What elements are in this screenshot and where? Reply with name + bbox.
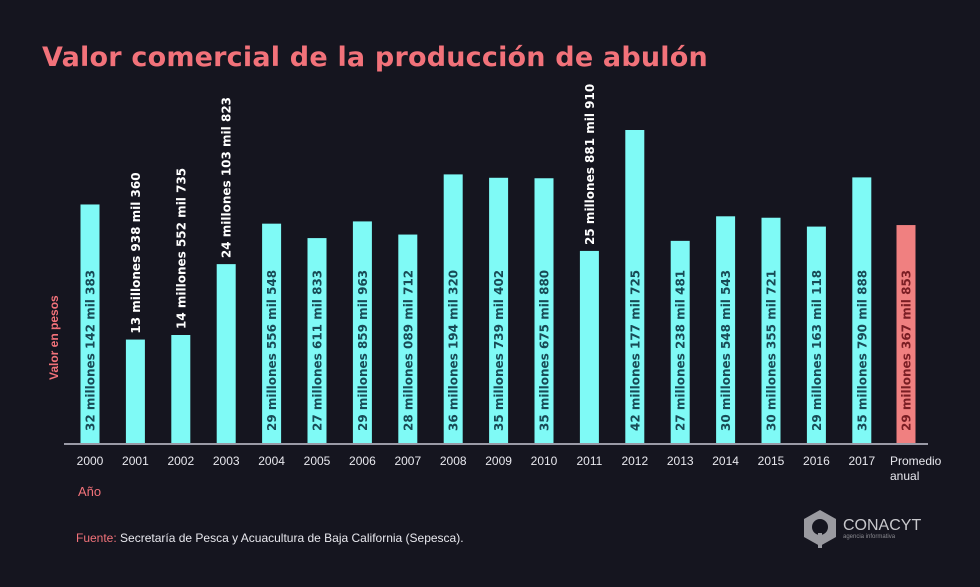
logo-brand: CONACYT (843, 517, 922, 534)
x-tick-label: 2017 (848, 454, 875, 468)
data-label: 27 millones 611 mil 833 (311, 270, 325, 431)
bar-2009 (489, 177, 509, 443)
logo-icon (804, 510, 836, 548)
data-label: 29 millones 556 mil 548 (265, 270, 279, 431)
x-tick-label: 2014 (712, 454, 739, 468)
data-label: 28 millones 089 mil 712 (401, 270, 415, 431)
x-tick-label: 2000 (77, 454, 104, 468)
bar-2004 (262, 223, 282, 443)
data-label: 35 millones 790 mil 888 (855, 270, 869, 431)
data-label: 32 millones 142 mil 383 (84, 270, 98, 431)
data-label: 29 millones 859 mil 963 (356, 270, 370, 431)
data-label: 25 millones 881 mil 910 (583, 84, 597, 245)
source-note: Fuente: Secretaría de Pesca y Acuacultur… (76, 531, 464, 545)
data-label: 30 millones 355 mil 721 (765, 270, 779, 431)
x-tick-label: 2016 (803, 454, 830, 468)
x-tick-label: 2009 (485, 454, 512, 468)
bar-promedio-anual (896, 225, 916, 443)
bar-2003 (216, 264, 236, 443)
x-tick-label: 2015 (758, 454, 785, 468)
x-tick-label: 2010 (531, 454, 558, 468)
x-tick-label: 2005 (304, 454, 331, 468)
bar-2002 (171, 335, 191, 443)
bar-2013 (670, 240, 690, 443)
x-tick-label: 2006 (349, 454, 376, 468)
data-label: 13 millones 938 mil 360 (129, 172, 143, 333)
bar-2014 (716, 216, 736, 443)
bar-2015 (761, 217, 781, 443)
logo-subtitle: agencia informativa (843, 534, 896, 540)
y-axis-label: Valor en pesos (47, 295, 61, 380)
data-label: 24 millones 103 mil 823 (220, 97, 234, 258)
x-tick-label: 2013 (667, 454, 694, 468)
bar-2016 (806, 226, 826, 443)
data-label: 30 millones 548 mil 543 (719, 270, 733, 431)
data-label: 42 millones 177 mil 725 (628, 270, 642, 431)
bar-2011 (579, 250, 599, 443)
x-tick-label: 2012 (621, 454, 648, 468)
x-tick-label: Promedio (890, 454, 942, 468)
x-axis-label: Año (78, 484, 101, 499)
data-label: 36 millones 194 mil 320 (447, 270, 461, 431)
bar-2006 (352, 221, 372, 443)
conacyt-logo: CONACYT agencia informativa (800, 508, 921, 550)
bar-2008 (443, 174, 463, 444)
data-label: 29 millones 163 mil 118 (810, 270, 824, 431)
data-label: 29 millones 367 mil 853 (900, 270, 914, 431)
bar-2007 (398, 234, 418, 443)
bar-2000 (80, 204, 100, 443)
bar-2005 (307, 238, 327, 443)
data-label: 27 millones 238 mil 481 (674, 270, 688, 431)
x-tick-label: anual (890, 469, 919, 483)
x-tick-label: 2003 (213, 454, 240, 468)
data-label: 35 millones 739 mil 402 (492, 270, 506, 431)
bar-2017 (852, 177, 872, 443)
x-tick-label: 2001 (122, 454, 149, 468)
data-label: 14 millones 552 mil 735 (174, 168, 188, 329)
source-label: Fuente: (76, 531, 117, 545)
x-tick-label: 2011 (576, 454, 602, 468)
bar-2001 (125, 339, 145, 443)
x-tick-label: 2004 (258, 454, 285, 468)
source-text: Secretaría de Pesca y Acuacultura de Baj… (120, 531, 464, 545)
x-tick-label: 2008 (440, 454, 467, 468)
chart-title: Valor comercial de la producción de abul… (42, 42, 708, 73)
data-label: 35 millones 675 mil 880 (538, 270, 552, 431)
x-tick-label: 2002 (167, 454, 194, 468)
bar-2012 (625, 130, 645, 443)
bar-2010 (534, 178, 554, 443)
x-tick-label: 2007 (394, 454, 421, 468)
